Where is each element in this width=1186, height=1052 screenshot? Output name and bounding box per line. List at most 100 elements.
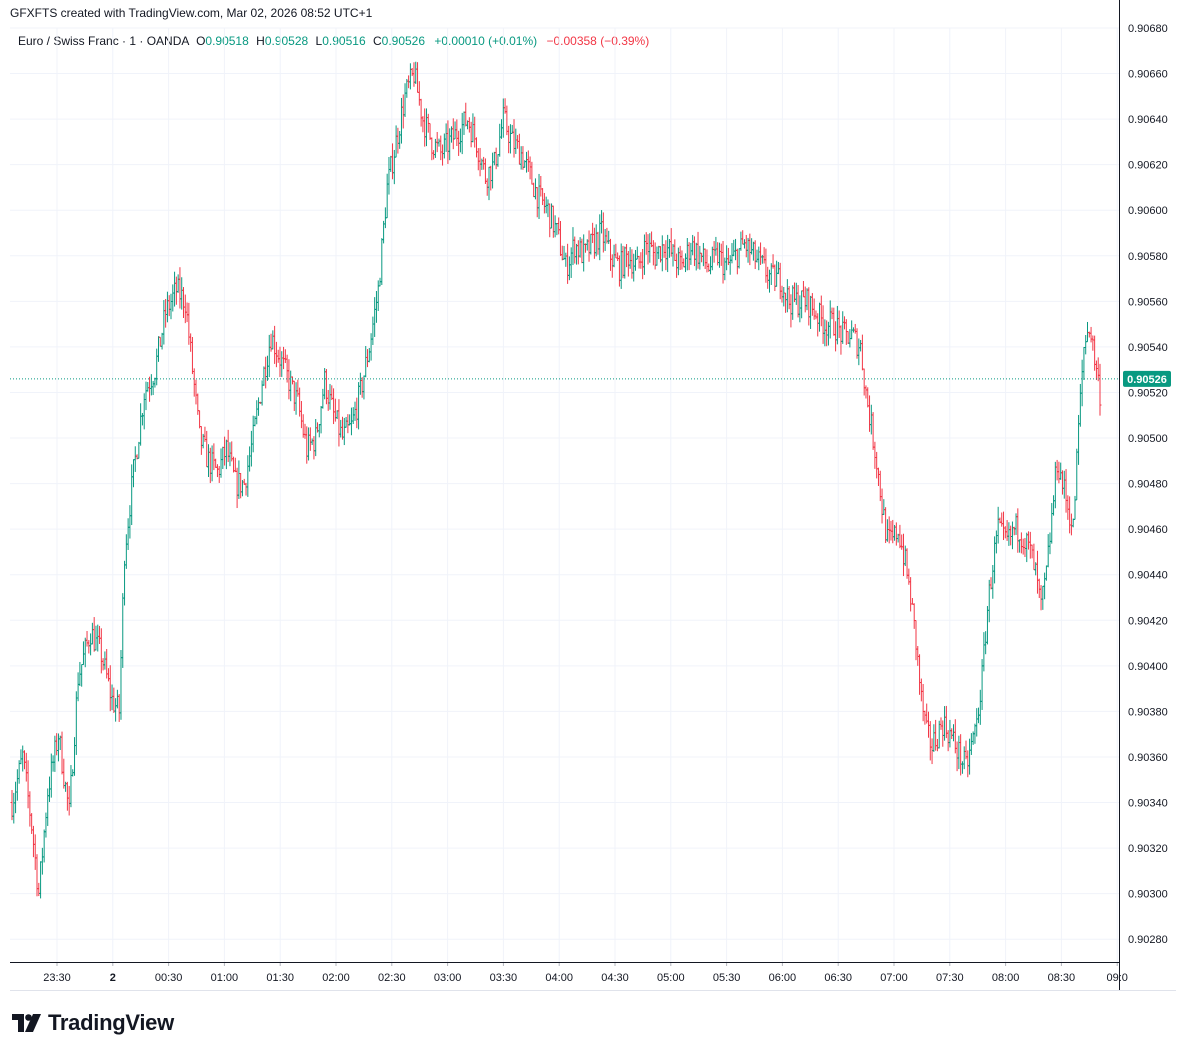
ohlc-bar: [328, 383, 332, 410]
ohlc-bar: [255, 400, 259, 425]
ohlc-bar: [1055, 459, 1059, 481]
ohlc-bar: [1066, 495, 1070, 520]
ohlc-bar: [594, 224, 598, 257]
ohlc-bar: [228, 442, 232, 467]
ohlc-bar: [580, 238, 584, 264]
ohlc-bar: [821, 305, 825, 344]
ohlc-bar: [121, 593, 125, 668]
ohlc-bar: [69, 765, 73, 808]
ohlc-bar: [512, 119, 516, 158]
ohlc-bar: [115, 689, 119, 709]
ohlc-bar: [623, 246, 627, 279]
ohlc-bar: [253, 416, 257, 427]
ohlc-bar: [437, 138, 441, 147]
ohlc-bar: [187, 302, 191, 345]
ohlc-bar: [360, 377, 364, 398]
ohlc-bar: [508, 124, 512, 154]
time-tick-label: 07:00: [880, 972, 908, 984]
ohlc-bar: [282, 346, 286, 370]
ohlc-bar: [555, 222, 559, 236]
ohlc-bar: [805, 288, 809, 311]
ohlc-bar: [428, 122, 432, 140]
ohlc-bar: [869, 404, 873, 435]
ohlc-bar: [719, 243, 723, 266]
ohlc-bar: [46, 788, 50, 826]
ohlc-bar: [1002, 511, 1006, 541]
ohlc-bar: [700, 252, 704, 263]
ohlc-bar: [875, 451, 879, 479]
ohlc-bar: [871, 412, 875, 450]
tradingview-logo[interactable]: TradingView: [12, 1010, 174, 1036]
ohlc-bar: [339, 419, 343, 438]
ohlc-bar: [989, 577, 993, 590]
ohlc-bar: [801, 280, 805, 298]
ohlc-bar: [12, 792, 16, 824]
ohlc-bar: [957, 735, 961, 770]
ohlc-bar: [994, 530, 998, 554]
ohlc-bar: [907, 568, 911, 585]
ohlc-bar: [846, 331, 850, 345]
ohlc-bar: [33, 834, 37, 870]
ohlc-bar: [1009, 525, 1013, 546]
ohlc-bar: [476, 148, 480, 171]
ohlc-bar: [455, 119, 459, 147]
symbol-name[interactable]: Euro / Swiss Franc · 1 · OANDA: [18, 34, 189, 48]
ohlc-bar: [742, 239, 746, 249]
ohlc-bar: [500, 119, 504, 139]
ohlc-bar: [541, 188, 545, 206]
ohlc-bar: [371, 316, 375, 346]
ohlc-bar: [753, 240, 757, 270]
ohlc-bar: [103, 651, 107, 670]
ohlc-bar: [859, 339, 863, 352]
ohlc-bar: [1094, 360, 1098, 381]
price-tick-label: 0.90320: [1128, 843, 1168, 855]
ohlc-bar: [853, 323, 857, 334]
ohlc-bar: [666, 234, 670, 273]
ohlc-bar: [716, 242, 720, 266]
ohlc-bar: [292, 380, 296, 411]
ohlc-bar: [355, 397, 359, 429]
ohlc-bar: [766, 266, 770, 289]
ohlc-bar: [62, 758, 66, 789]
ohlc-bar: [946, 730, 950, 752]
time-tick-label: 01:00: [211, 972, 239, 984]
ohlc-bar: [435, 131, 439, 153]
ohlc-bar: [928, 721, 932, 761]
ohlc-bar: [401, 94, 405, 129]
price-tick-label: 0.90560: [1128, 296, 1168, 308]
ohlc-bar: [417, 81, 421, 106]
ohlc-bar: [439, 135, 443, 161]
ohlc-bar: [1012, 526, 1016, 536]
ohlc-bar: [1019, 532, 1023, 554]
ohlc-bar: [498, 123, 502, 157]
ohlc-bar: [312, 436, 316, 460]
ohlc-bar: [474, 137, 478, 158]
ohlc-bar: [178, 267, 182, 309]
ohlc-bar: [525, 151, 529, 173]
ohlc-bar: [1069, 513, 1073, 536]
ohlc-bar: [935, 738, 939, 752]
ohlc-bar: [224, 439, 228, 470]
ohlc-bar: [607, 230, 611, 244]
ohlc-bar: [169, 293, 173, 320]
ohlc-bar: [923, 710, 927, 725]
ohlc-bar: [308, 427, 312, 451]
ohlc-bar: [374, 291, 378, 323]
ohlc-bar: [162, 300, 166, 345]
low-value: 0.90516: [322, 34, 366, 48]
ohlc-bar: [208, 447, 212, 484]
ohlc-bar: [307, 427, 311, 461]
ohlc-bar: [303, 423, 307, 439]
ohlc-bar: [446, 120, 450, 164]
ohlc-bar: [212, 443, 216, 471]
time-tick-label: 00:30: [155, 972, 183, 984]
price-tick-label: 0.90620: [1128, 160, 1168, 172]
ohlc-bar: [675, 253, 679, 278]
ohlc-bar: [810, 293, 814, 316]
price-tick-label: 0.90680: [1128, 23, 1168, 35]
ohlc-bar: [903, 545, 907, 567]
ohlc-bar: [591, 222, 595, 244]
ohlc-bar: [657, 245, 661, 260]
ohlc-bar: [744, 234, 748, 258]
price-chart[interactable]: 0.90280 0.90300 0.90320 0.90340 0.90360 0.903…: [0, 0, 1186, 1000]
